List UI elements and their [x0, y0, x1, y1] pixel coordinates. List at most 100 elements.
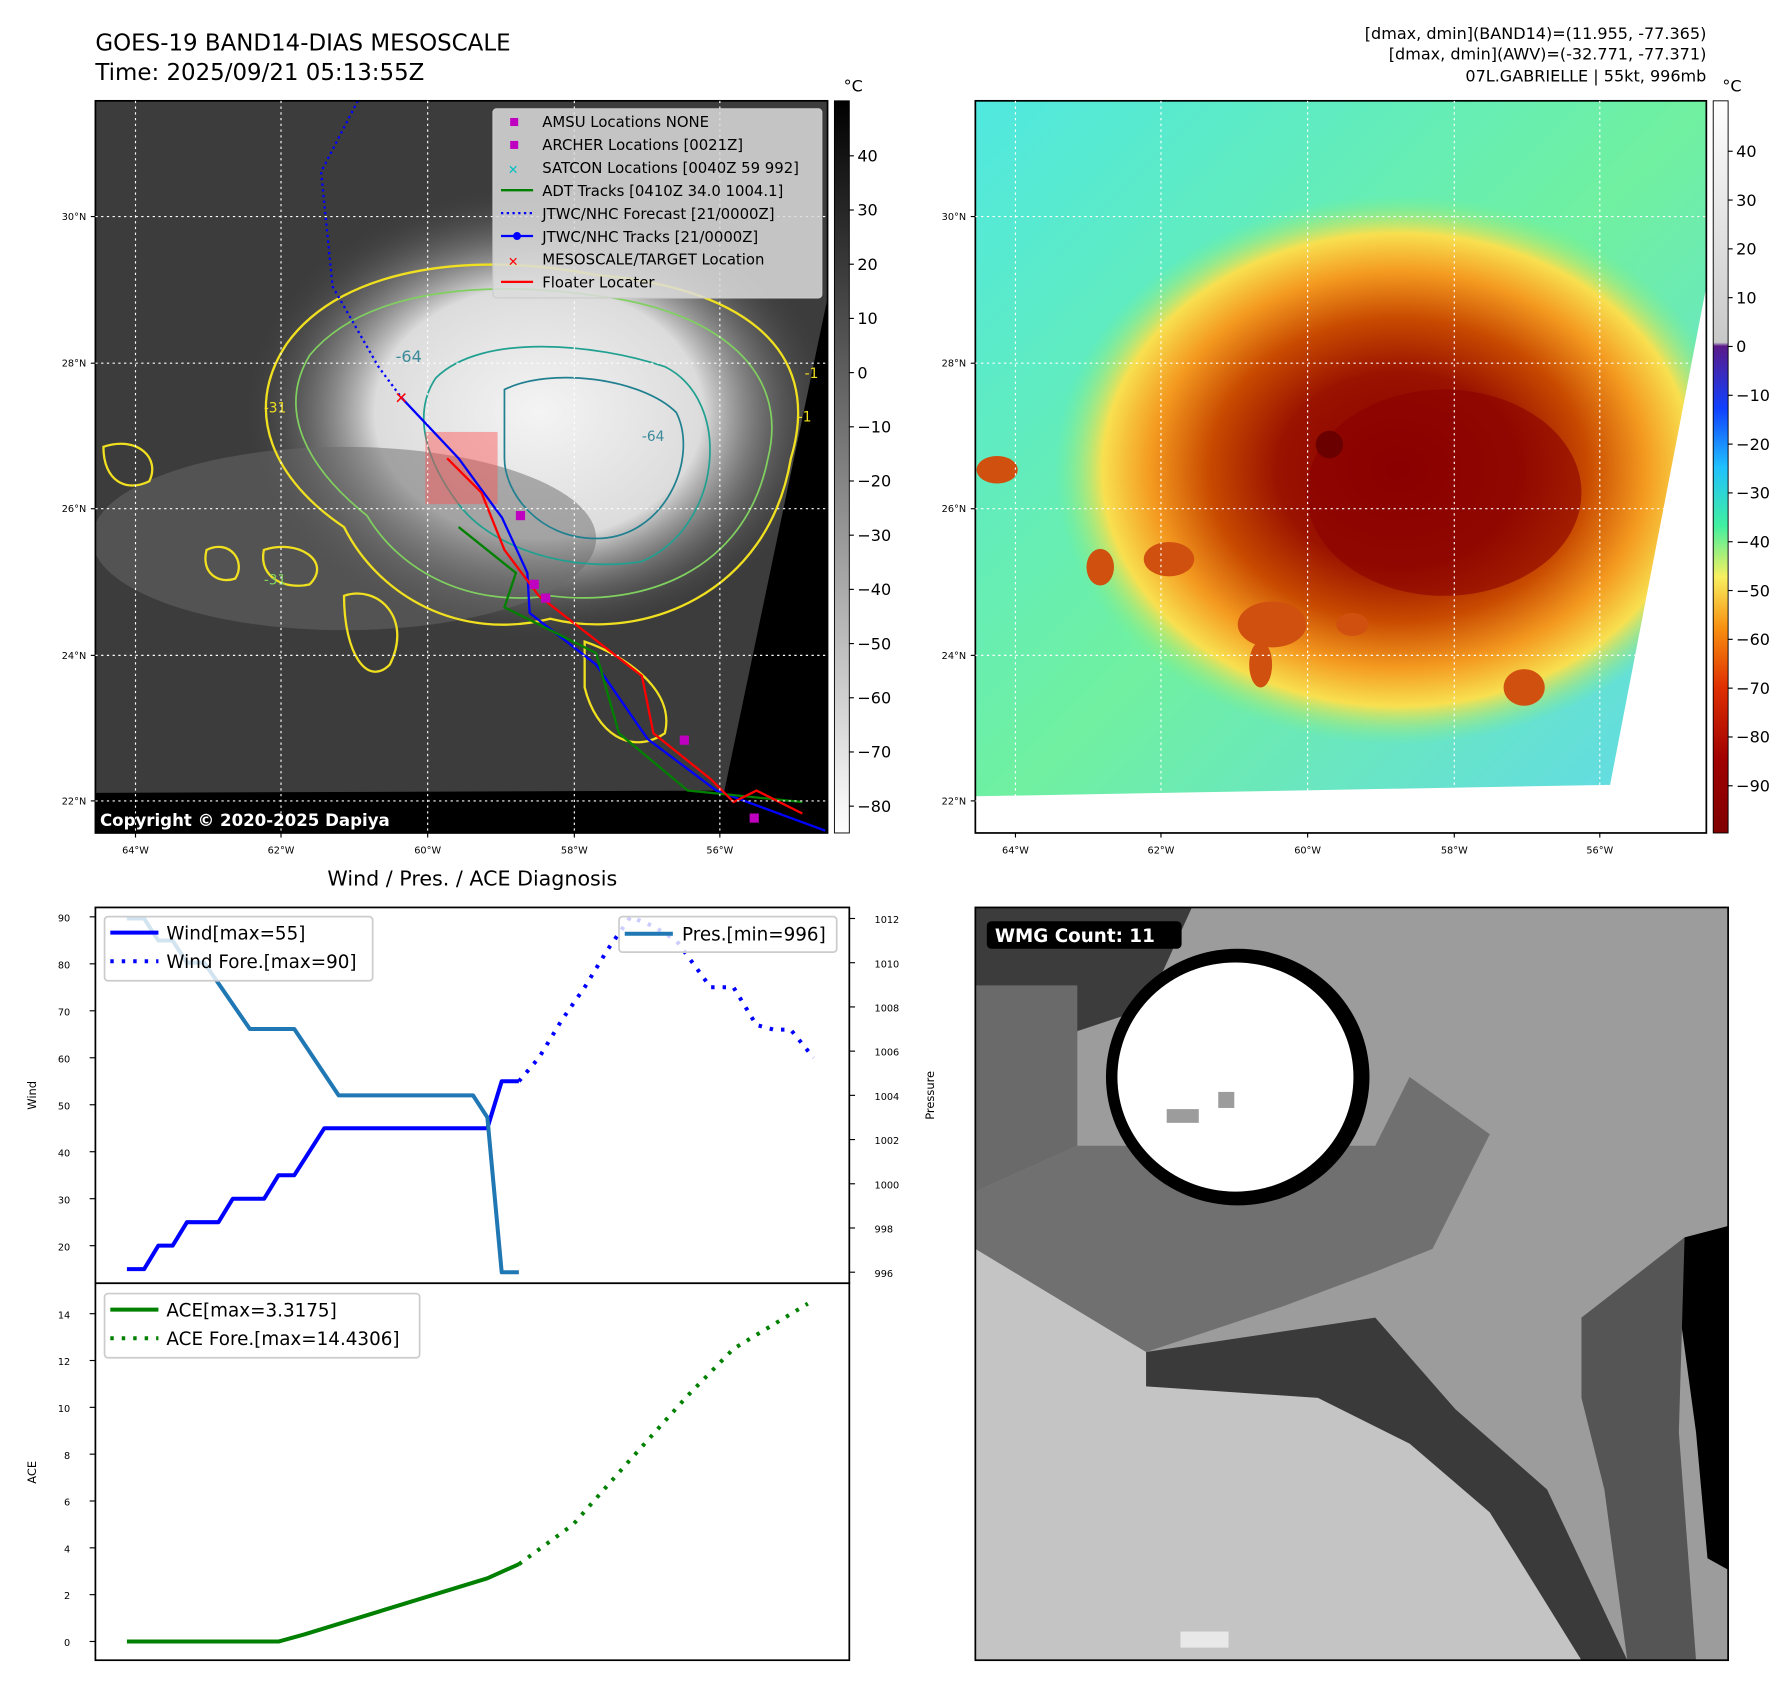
contour-label: -1 — [798, 410, 812, 426]
y-tick-label: 20 — [58, 1242, 70, 1253]
awv-map-frame — [974, 99, 1708, 834]
mesoscale-box — [425, 431, 498, 505]
y-tick-label: 70 — [58, 1007, 70, 1018]
legend-label: AMSU Locations NONE — [542, 113, 709, 131]
legend-label: JTWC/NHC Forecast [21/0000Z] — [541, 205, 774, 223]
ir-map-panel: -64 -64 -31 -31 -1 -1 ✕ Copyright © 2020… — [62, 77, 891, 857]
y2-tick-label: 1006 — [875, 1048, 900, 1059]
storm-info: 07L.GABRIELLE | 55kt, 996mb — [1465, 66, 1706, 85]
lat-tick-label: 26°N — [62, 504, 87, 515]
lat-tick-label: 28°N — [942, 359, 967, 370]
pressure-legend: Pres.[min=996] — [618, 915, 838, 953]
colorbar-tick-label: 10 — [857, 309, 877, 328]
y-tick-label: 4 — [64, 1544, 70, 1555]
colorbar-tick-label: −80 — [1736, 728, 1770, 747]
archer-markers — [515, 511, 759, 823]
lat-tick-label: 24°N — [62, 651, 87, 662]
y-tick-label: 14 — [58, 1310, 70, 1321]
series-line-wind — [126, 1079, 519, 1272]
adt-track — [457, 526, 803, 804]
contour-label: -64 — [396, 347, 422, 366]
legend-label: ACE[max=3.3175] — [166, 1300, 336, 1321]
lat-tick-label: 24°N — [942, 651, 967, 662]
awv-colorbar — [1712, 100, 1729, 834]
lat-tick-label: 28°N — [62, 359, 87, 370]
y2-tick-label: 1002 — [875, 1136, 900, 1147]
y-tick-label: 50 — [58, 1101, 70, 1112]
wmg-panel: WMG Count: 11 — [974, 906, 1729, 1662]
contour-label: -31 — [264, 572, 286, 588]
forecast-track — [319, 100, 403, 399]
map-legend: ✕ ✕ AMSU Locations NONE ARCHER Locations… — [492, 108, 823, 299]
figure-title: GOES-19 BAND14-DIAS MESOSCALE — [95, 30, 510, 56]
colorbar-tick-label: 10 — [1736, 288, 1756, 307]
awv-stats: [dmax, dmin](AWV)=(-32.771, -77.371) — [1389, 45, 1707, 64]
series-line-ace — [126, 1562, 520, 1644]
colorbar-tick-label: 20 — [857, 255, 877, 274]
band14-stats: [dmax, dmin](BAND14)=(11.955, -77.365) — [1365, 24, 1707, 43]
lon-tick-label: 56°W — [706, 846, 733, 857]
best-track — [400, 396, 826, 832]
legend-label: Wind[max=55] — [166, 924, 305, 945]
colorbar-tick-label: −70 — [1736, 679, 1770, 698]
legend-label: MESOSCALE/TARGET Location — [542, 251, 764, 269]
ace-chart: 14 12 10 8 6 4 2 0 ACE ACE[max=3.3175] ACE Fore… — [25, 1282, 851, 1662]
lat-tick-label: 30°N — [942, 212, 967, 223]
colorbar-tick-label: 0 — [857, 363, 867, 382]
target-marker-icon: ✕ — [394, 388, 407, 407]
no-data-region — [975, 286, 1707, 833]
colorbar-tick-label: −80 — [857, 797, 891, 816]
colorbar-tick-label: −40 — [857, 580, 891, 599]
colorbar-tick-label: −10 — [857, 418, 891, 437]
colorbar-tick-label: −20 — [857, 472, 891, 491]
y-tick-label: 0 — [64, 1638, 70, 1649]
lon-tick-label: 56°W — [1586, 846, 1613, 857]
lon-tick-label: 64°W — [1002, 846, 1029, 857]
lon-tick-label: 62°W — [1148, 846, 1175, 857]
y2-tick-label: 996 — [875, 1269, 894, 1280]
lon-tick-label: 64°W — [122, 846, 149, 857]
y2-tick-label: 998 — [875, 1225, 894, 1236]
y-tick-label: 40 — [58, 1148, 70, 1159]
ir-colorbar — [833, 100, 850, 834]
lat-tick-label: 30°N — [62, 212, 87, 223]
colorbar-tick-label: −40 — [1736, 532, 1770, 551]
wmg-frame — [974, 906, 1729, 1662]
wmg-count: WMG Count: 11 — [995, 926, 1155, 947]
colorbar-tick-label: −30 — [857, 526, 891, 545]
ace-legend: ACE[max=3.3175] ACE Fore.[max=14.4306] — [103, 1292, 421, 1359]
gridlines — [975, 100, 1707, 833]
legend-label: ADT Tracks [0410Z 34.0 1004.1] — [542, 182, 783, 200]
copyright: Copyright © 2020-2025 Dapiya — [100, 811, 390, 830]
y2-tick-label: 1000 — [875, 1180, 900, 1191]
legend-label: ACE Fore.[max=14.4306] — [166, 1329, 399, 1350]
diagnosis-title: Wind / Pres. / ACE Diagnosis — [327, 867, 617, 891]
colorbar-tick-label: 30 — [857, 201, 877, 220]
y-tick-label: 2 — [64, 1591, 70, 1602]
wind-axis-label: Wind — [25, 1081, 39, 1110]
y-tick-label: 80 — [58, 960, 70, 971]
lon-tick-label: 60°W — [1294, 846, 1321, 857]
target-legend-icon: ✕ — [508, 254, 519, 269]
colorbar-tick-label: −90 — [1736, 776, 1770, 795]
contour-label: -1 — [805, 366, 819, 382]
legend-label: ARCHER Locations [0021Z] — [542, 136, 743, 154]
lat-tick-label: 26°N — [942, 504, 967, 515]
wind-legend: Wind[max=55] Wind Fore.[max=90] — [103, 915, 374, 982]
legend-label: SATCON Locations [0040Z 59 992] — [542, 159, 799, 177]
colorbar-unit: °C — [844, 77, 863, 96]
lon-tick-label: 58°W — [561, 846, 588, 857]
colorbar-tick-label: −50 — [1736, 581, 1770, 600]
lon-tick-label: 62°W — [268, 846, 295, 857]
lat-tick-label: 22°N — [62, 796, 87, 807]
archer-marker-icon — [510, 140, 519, 149]
colorbar-tick-label: −30 — [1736, 484, 1770, 503]
legend-label: Wind Fore.[max=90] — [166, 952, 356, 973]
y-tick-label: 10 — [58, 1404, 70, 1415]
figure-time: Time: 2025/09/21 05:13:55Z — [94, 60, 424, 86]
legend-label: Floater Locater — [542, 274, 655, 292]
contour-label: -64 — [642, 429, 664, 445]
wind-pressure-chart: 90 80 70 60 50 40 30 20 1012 1010 1008 1006 1004 1002… — [25, 906, 937, 1285]
colorbar-tick-label: −10 — [1736, 386, 1770, 405]
